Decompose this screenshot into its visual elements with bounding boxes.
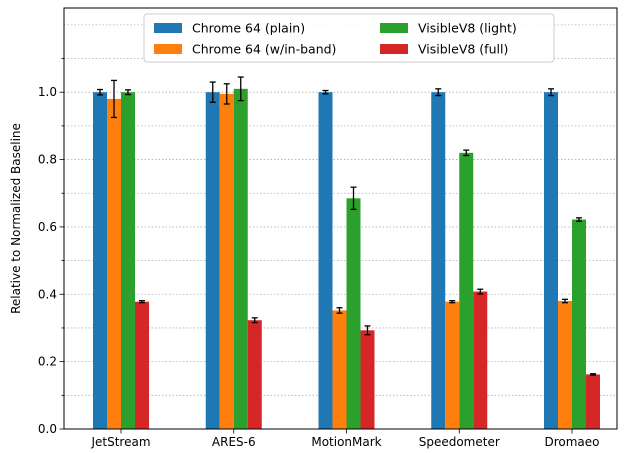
error-bar bbox=[350, 186, 357, 211]
bar bbox=[219, 93, 234, 429]
legend-swatch bbox=[380, 44, 408, 54]
bar bbox=[544, 92, 558, 429]
bar bbox=[318, 92, 333, 429]
y-tick-label: 0.0 bbox=[38, 422, 57, 436]
error-bar bbox=[336, 307, 343, 314]
x-tick-label: ARES-6 bbox=[212, 435, 256, 449]
error-bar bbox=[477, 288, 484, 295]
x-tick-label: MotionMark bbox=[311, 435, 381, 449]
error-bar bbox=[251, 317, 258, 324]
bar bbox=[247, 320, 262, 429]
plot-frame bbox=[63, 7, 618, 430]
x-tick-label: JetStream bbox=[90, 435, 150, 449]
bar bbox=[93, 92, 107, 429]
legend-box bbox=[143, 13, 555, 63]
y-tick-label: 0.2 bbox=[38, 355, 57, 369]
error-bar bbox=[364, 325, 371, 336]
bar bbox=[107, 98, 121, 429]
error-bar bbox=[237, 76, 244, 102]
legend-label: Chrome 64 (w/in-band) bbox=[192, 42, 336, 57]
y-tick-label: 0.6 bbox=[38, 220, 57, 234]
error-bar bbox=[97, 88, 103, 96]
error-bar bbox=[463, 149, 470, 157]
bars bbox=[93, 88, 600, 429]
error-bar bbox=[322, 89, 329, 95]
legend-label: Chrome 64 (plain) bbox=[192, 21, 305, 36]
bar bbox=[205, 92, 220, 429]
legend-item: Chrome 64 (w/in-band) bbox=[154, 42, 336, 57]
x-tick-label: Dromaeo bbox=[544, 435, 599, 449]
legend-item: Chrome 64 (plain) bbox=[154, 21, 305, 36]
bar bbox=[360, 330, 375, 429]
error-bar bbox=[590, 373, 596, 376]
error-bar bbox=[562, 298, 568, 304]
bar bbox=[346, 198, 361, 429]
error-bar bbox=[223, 83, 230, 105]
y-tick-label: 1.0 bbox=[38, 85, 57, 99]
legend-swatch bbox=[154, 23, 182, 33]
legend-item: VisibleV8 (full) bbox=[380, 42, 508, 57]
error-bar bbox=[125, 89, 131, 96]
bar bbox=[473, 291, 488, 429]
bar bbox=[572, 219, 586, 429]
bar bbox=[135, 301, 149, 429]
x-axis: JetStream ARES-6 MotionMark Speedometer Drom… bbox=[90, 429, 600, 449]
bar bbox=[431, 92, 446, 429]
bar bbox=[445, 301, 460, 429]
error-bar bbox=[449, 300, 456, 304]
error-bar bbox=[435, 88, 442, 97]
y-axis: 0.0 0.2 0.4 0.6 0.8 1.0 bbox=[38, 58, 64, 436]
bar bbox=[121, 92, 135, 429]
legend-item: VisibleV8 (light) bbox=[380, 21, 517, 36]
y-tick-label: 0.8 bbox=[38, 153, 57, 167]
bar bbox=[233, 88, 248, 429]
bar bbox=[586, 374, 600, 429]
y-axis-label: Relative to Normalized Baseline bbox=[9, 123, 23, 314]
error-bar bbox=[209, 81, 216, 103]
x-tick-label: Speedometer bbox=[419, 435, 500, 449]
error-bar bbox=[576, 217, 582, 222]
error-bars bbox=[97, 76, 596, 376]
y-tick-label: 0.4 bbox=[38, 287, 57, 301]
legend-swatch bbox=[380, 23, 408, 33]
bar bbox=[459, 152, 474, 429]
legend-swatch bbox=[154, 44, 182, 54]
legend: Chrome 64 (plain) Chrome 64 (w/in-band) Vi… bbox=[143, 13, 555, 63]
error-bar bbox=[111, 79, 117, 119]
error-bar bbox=[139, 300, 145, 304]
bar bbox=[558, 301, 572, 429]
error-bar bbox=[548, 88, 554, 97]
bar bbox=[332, 310, 347, 429]
legend-label: VisibleV8 (light) bbox=[418, 21, 517, 36]
legend-label: VisibleV8 (full) bbox=[418, 42, 508, 57]
